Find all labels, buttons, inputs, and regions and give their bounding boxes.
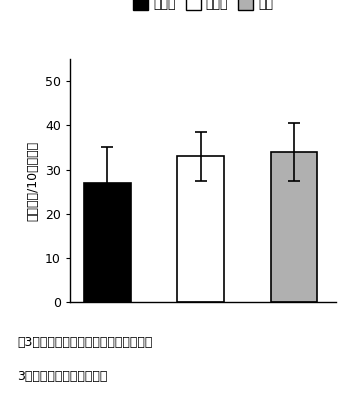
Y-axis label: 糸切り数/10分間移動: 糸切り数/10分間移動	[26, 141, 40, 220]
Text: 図3　ナミハダニの立体網内部における: 図3 ナミハダニの立体網内部における	[18, 336, 153, 349]
Bar	[271, 152, 317, 302]
Text: 3種カブリダニの糸切り数: 3種カブリダニの糸切り数	[18, 370, 108, 383]
Bar	[177, 156, 224, 302]
Legend: ケナガ, ミヤコ, チリ: ケナガ, ミヤコ, チリ	[128, 0, 278, 16]
Bar	[84, 183, 131, 302]
